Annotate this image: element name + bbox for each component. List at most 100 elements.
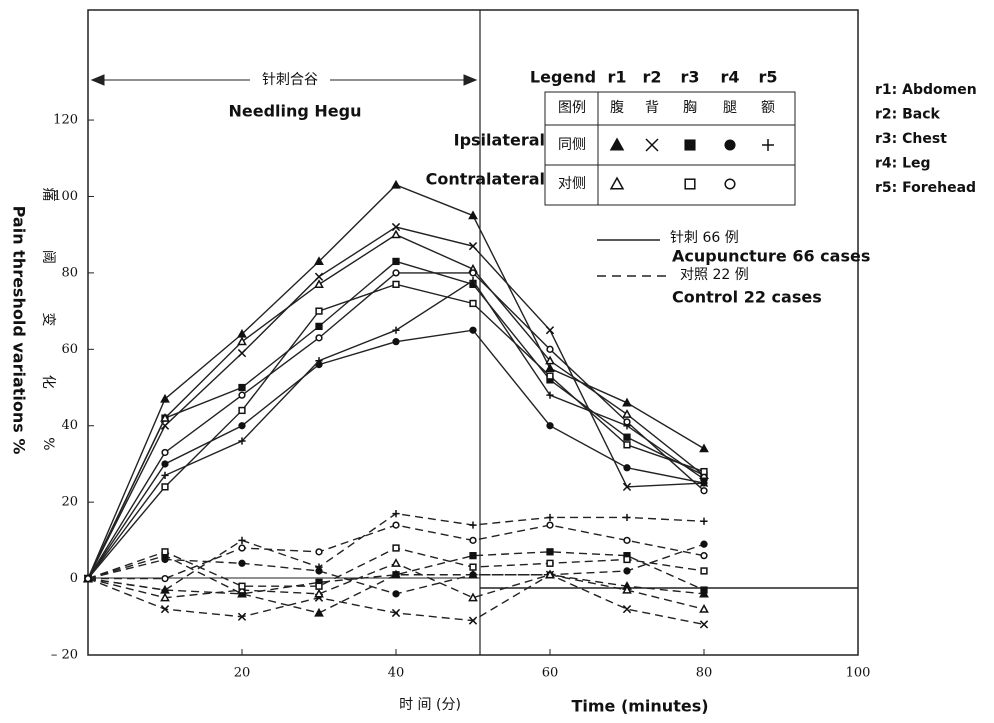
marker bbox=[699, 620, 709, 629]
marker bbox=[699, 604, 709, 613]
marker bbox=[545, 569, 555, 579]
marker-shape bbox=[315, 307, 323, 315]
legend-row-label: Ipsilateral bbox=[454, 131, 545, 150]
marker bbox=[315, 334, 323, 342]
marker-shape bbox=[700, 567, 708, 575]
marker-shape bbox=[700, 517, 708, 525]
marker-shape bbox=[161, 448, 169, 457]
marker-shape bbox=[392, 571, 400, 579]
marker-shape bbox=[700, 487, 708, 495]
marker-shape bbox=[684, 139, 696, 151]
region-note: r3: Chest bbox=[875, 131, 947, 147]
marker-shape bbox=[315, 548, 323, 556]
marker bbox=[161, 460, 169, 468]
needling-label: Needling Hegu bbox=[228, 102, 361, 121]
marker bbox=[700, 567, 708, 575]
marker-shape bbox=[391, 222, 401, 232]
marker-shape bbox=[392, 338, 400, 346]
marker-shape bbox=[315, 322, 323, 331]
marker-shape bbox=[546, 521, 554, 529]
marker bbox=[391, 229, 401, 239]
marker bbox=[314, 607, 324, 617]
marker bbox=[315, 548, 323, 556]
marker-shape bbox=[699, 604, 709, 613]
marker-shape bbox=[622, 397, 632, 407]
marker bbox=[161, 471, 169, 480]
marker-shape bbox=[546, 513, 554, 522]
marker-shape bbox=[161, 555, 169, 564]
marker-shape bbox=[238, 391, 246, 399]
marker bbox=[391, 558, 401, 567]
marker bbox=[546, 345, 554, 353]
marker-shape bbox=[161, 586, 169, 594]
marker bbox=[161, 555, 169, 564]
marker-shape bbox=[469, 563, 477, 571]
x-tick-label: 60 bbox=[542, 666, 559, 681]
marker-shape bbox=[391, 229, 401, 239]
marker bbox=[160, 605, 170, 614]
marker bbox=[469, 536, 477, 544]
x-tick-label: 20 bbox=[234, 666, 251, 681]
marker bbox=[469, 571, 477, 579]
marker-shape bbox=[623, 418, 631, 426]
legend-header: r1 bbox=[607, 68, 626, 87]
marker bbox=[392, 510, 400, 518]
marker bbox=[469, 299, 477, 308]
marker-shape bbox=[623, 464, 631, 472]
marker-shape bbox=[469, 571, 477, 579]
marker-shape bbox=[238, 383, 246, 392]
marker bbox=[161, 548, 169, 556]
marker bbox=[392, 280, 400, 288]
marker bbox=[684, 139, 696, 151]
marker bbox=[645, 138, 659, 152]
marker-shape bbox=[160, 592, 170, 602]
legend-cn-header: 胸 bbox=[683, 100, 697, 116]
marker bbox=[314, 256, 324, 266]
legend-cn: 对照 22 例 bbox=[680, 267, 749, 283]
marker bbox=[546, 391, 554, 399]
marker-shape bbox=[623, 555, 631, 564]
marker-shape bbox=[609, 176, 625, 190]
marker bbox=[468, 242, 478, 251]
marker-shape bbox=[699, 443, 709, 453]
marker-shape bbox=[468, 210, 478, 220]
marker-shape bbox=[700, 586, 708, 594]
legend-label: Acupuncture 66 cases bbox=[672, 247, 870, 266]
marker-shape bbox=[237, 612, 247, 621]
y-tick-label: 0 bbox=[70, 571, 78, 586]
marker-shape bbox=[622, 584, 632, 594]
marker bbox=[762, 139, 774, 151]
marker-shape bbox=[237, 336, 247, 346]
marker bbox=[546, 513, 554, 522]
marker bbox=[469, 563, 477, 571]
marker bbox=[392, 338, 400, 346]
legend-header: r4 bbox=[720, 68, 739, 87]
marker-shape bbox=[314, 272, 324, 281]
marker bbox=[160, 592, 170, 602]
marker bbox=[238, 582, 246, 590]
marker-shape bbox=[468, 242, 478, 251]
marker-shape bbox=[469, 521, 477, 529]
marker-shape bbox=[545, 355, 555, 365]
plot-frame bbox=[87, 9, 859, 656]
marker-shape bbox=[392, 544, 400, 552]
y-tick-label: 40 bbox=[61, 418, 78, 433]
legend-row-cn: 同侧 bbox=[558, 137, 586, 153]
x-label-cn: 时 间 (分) bbox=[399, 697, 461, 713]
legend-cn-header: 腿 bbox=[723, 100, 737, 116]
marker bbox=[622, 409, 632, 418]
marker-shape bbox=[609, 137, 625, 151]
y-tick-label: – 20 bbox=[51, 648, 78, 663]
marker-shape bbox=[623, 567, 631, 575]
marker-shape bbox=[238, 559, 246, 567]
marker-shape bbox=[469, 536, 477, 544]
marker bbox=[315, 322, 323, 331]
marker-shape bbox=[314, 607, 324, 617]
marker bbox=[315, 357, 323, 365]
marker bbox=[623, 536, 631, 544]
marker bbox=[468, 592, 478, 602]
legend-cn-header: 腹 bbox=[610, 99, 624, 116]
x-tick-label: 40 bbox=[388, 666, 405, 681]
marker-shape bbox=[645, 138, 659, 152]
marker bbox=[391, 179, 401, 189]
